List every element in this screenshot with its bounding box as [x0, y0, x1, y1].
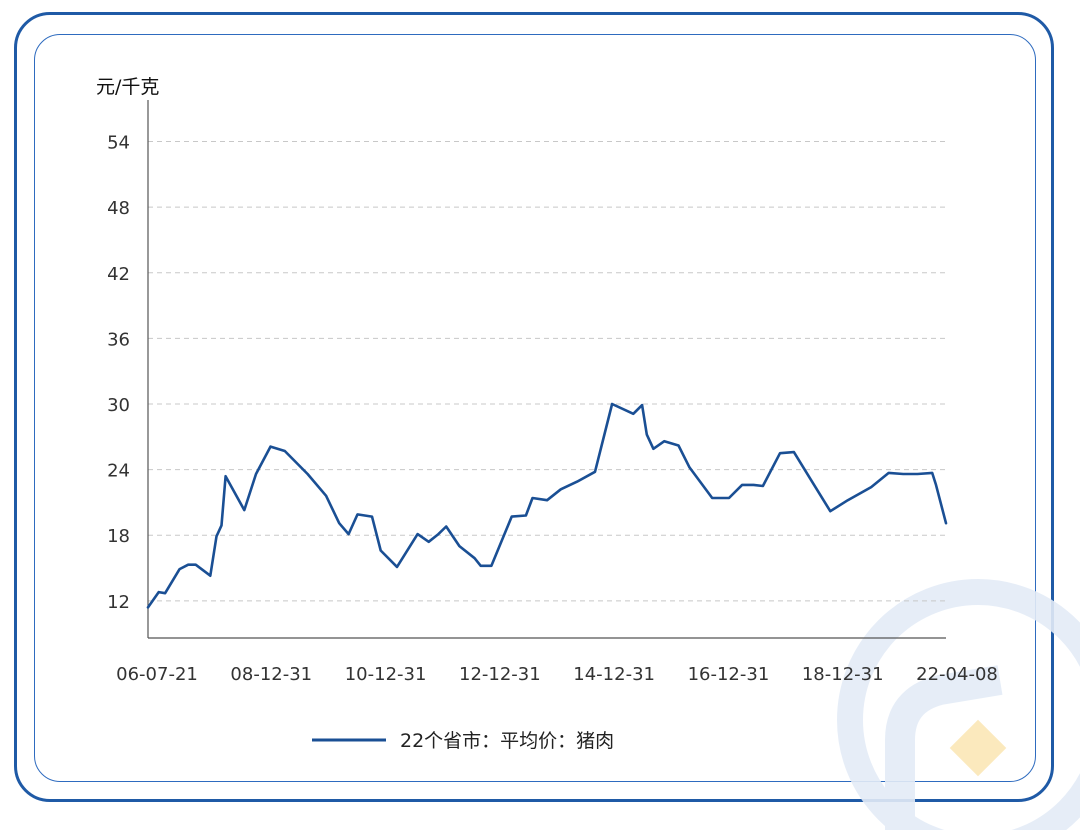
x-tick-label: 10-12-31: [345, 664, 427, 685]
y-tick-label: 18: [107, 526, 130, 547]
x-tick-label: 12-12-31: [459, 664, 541, 685]
legend: 22个省市：平均价：猪肉: [312, 730, 614, 752]
series-line: [146, 402, 948, 609]
x-tick-label: 08-12-31: [230, 664, 312, 685]
axes: [147, 100, 946, 639]
y-tick-label: 42: [107, 264, 130, 285]
y-tick-label: 36: [107, 329, 130, 350]
x-tick-label: 06-07-21: [116, 664, 198, 685]
x-tick-label: 18-12-31: [802, 664, 884, 685]
legend-label: 22个省市：平均价：猪肉: [400, 730, 614, 752]
x-tick-label: 16-12-31: [688, 664, 770, 685]
y-tick-label: 30: [107, 395, 130, 416]
x-tick-label: 14-12-31: [573, 664, 655, 685]
y-tick-label: 54: [107, 133, 130, 154]
outer-frame: [14, 12, 1054, 802]
y-tick-labels: 12 18 24 30 36 42 48 54: [107, 133, 130, 613]
gridlines: [148, 141, 946, 602]
stylized-logo-icon: [837, 579, 1080, 830]
y-tick-label: 12: [107, 592, 130, 613]
y-tick-label: 48: [107, 198, 130, 219]
x-tick-labels: 06-07-21 08-12-31 10-12-31 12-12-31 14-12-31…: [116, 664, 998, 685]
series-layer: [146, 402, 948, 609]
y-axis-unit-label: 元/千克: [96, 76, 159, 98]
inner-frame: [34, 34, 1036, 782]
x-tick-label: 22-04-08: [916, 664, 998, 685]
y-tick-label: 24: [107, 461, 130, 482]
